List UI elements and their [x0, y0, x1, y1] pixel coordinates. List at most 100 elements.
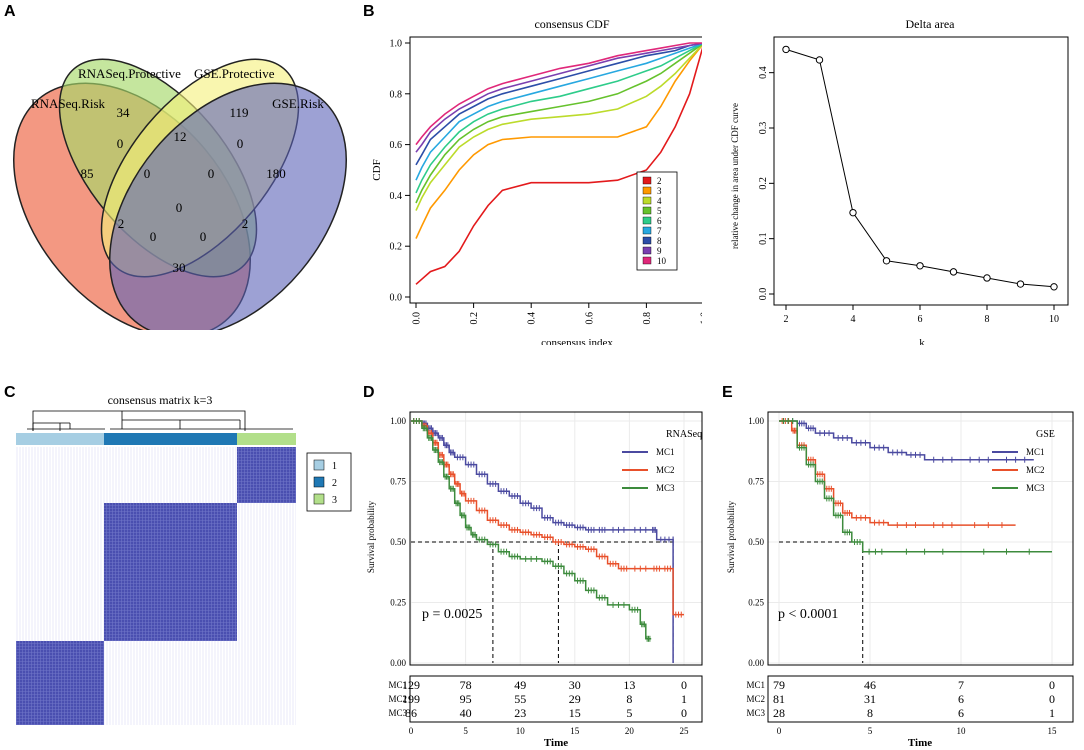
km-legend-title: RNASeq: [666, 429, 702, 440]
km-gse-chart: 0.00 0.25 0.50 0.75 1.00 Survival probabilit…: [726, 411, 1074, 749]
km-risk-value: 30: [569, 678, 581, 692]
cdf-legend-label: 2: [657, 176, 662, 186]
cdf-plot-frame: [409, 36, 702, 304]
cdf-x-tick-label: 0.6: [584, 312, 595, 325]
km-risk-row-label: MC2: [388, 694, 407, 704]
km-x-tick-label: 5: [868, 726, 873, 736]
panel-label-c: C: [4, 384, 16, 401]
km-x-tick-label: 10: [516, 726, 526, 736]
km-risk-value: 1: [681, 692, 687, 706]
km-risk-value: 31: [864, 692, 876, 706]
km-x-tick-label: 0: [409, 726, 414, 736]
delta-x-tick-label: 6: [918, 314, 923, 325]
heatmap-block-2: [104, 503, 237, 641]
venn-count: 34: [117, 105, 131, 120]
cdf-series-line: [415, 42, 702, 153]
delta-point: [983, 274, 991, 282]
venn-count: 0: [176, 200, 183, 215]
km-y-tick-label: 0.25: [748, 598, 764, 608]
km-risk-value: 0: [681, 678, 687, 692]
delta-y-tick-label: 0.2: [758, 177, 769, 190]
cdf-x-tick-label: 0.4: [527, 312, 538, 325]
cdf-series-line: [415, 44, 702, 239]
cdf-y-tick-label: 0.8: [390, 89, 403, 100]
venn-ellipse-gse-risk: [108, 82, 348, 330]
cdf-legend-swatch: [642, 226, 652, 235]
cdf-legend-swatch: [642, 206, 652, 215]
heatmap-legend-label: 1: [332, 461, 337, 472]
delta-point: [949, 268, 958, 276]
venn-set-label-rnaseq-protective: RNASeq.Protective: [78, 66, 181, 81]
delta-y-tick-label: 0.4: [758, 66, 769, 79]
km-risk-value: 0: [1049, 692, 1055, 706]
cdf-x-tick-label: 0.2: [469, 312, 480, 325]
km-x-tick-label: 15: [1048, 726, 1058, 736]
cdf-y-tick-label: 0.2: [390, 242, 403, 253]
cdf-series-line: [415, 43, 702, 194]
cdf-x-tick-label: 0.8: [642, 312, 653, 325]
venn-count: 180: [266, 166, 286, 181]
delta-point: [1016, 280, 1025, 288]
cdf-x-axis-label: consensus index: [541, 337, 613, 345]
heatmap-title: consensus matrix k=3: [108, 393, 213, 407]
venn-count: 2: [118, 216, 125, 231]
km-risk-value: 7: [958, 678, 964, 692]
km-x-tick-label: 0: [777, 726, 782, 736]
km-risk-value: 199: [402, 692, 420, 706]
km-rnaseq-curves: [411, 418, 684, 663]
heatmap-block-3: [237, 447, 296, 503]
cdf-y-ticks: 0.0 0.2 0.4 0.6 0.8 1.0: [390, 39, 410, 304]
venn-count: 2: [242, 216, 249, 231]
km-x-tick-label: 5: [463, 726, 468, 736]
km-gse-median-lines: [779, 541, 864, 663]
km-risk-table-frame: [767, 675, 1074, 723]
km-legend-title: GSE: [1036, 429, 1055, 440]
km-y-tick-label: 0.50: [748, 537, 764, 547]
km-risk-value: 129: [402, 678, 420, 692]
cdf-y-tick-label: 0.0: [390, 293, 403, 304]
km-risk-value: 5: [626, 706, 632, 720]
km-risk-value: 79: [773, 678, 785, 692]
cdf-legend-swatch: [642, 246, 652, 255]
km-gse-pvalue: p < 0.0001: [778, 607, 838, 622]
km-risk-value: 40: [460, 706, 472, 720]
delta-x-axis-label: k: [919, 337, 925, 345]
km-gse-y-axis-label: Survival probability: [726, 500, 736, 573]
km-risk-table-frame: [409, 675, 703, 723]
km-rnaseq-y-ticks: 0.00 0.25 0.50 0.75 1.00: [390, 416, 406, 668]
cdf-x-ticks: 0.0 0.2 0.4 0.6 0.8 1.0: [412, 303, 703, 325]
cdf-series-line: [415, 42, 702, 146]
delta-line: [782, 45, 1058, 291]
cdf-series-line: [415, 47, 702, 285]
cdf-legend-swatch: [642, 196, 652, 205]
km-legend-label: MC1: [1026, 447, 1045, 457]
heatmap-legend-label: 2: [332, 478, 337, 489]
km-risk-value: 23: [514, 706, 526, 720]
cdf-legend-label: 5: [657, 206, 662, 216]
cdf-legend-swatch: [642, 216, 652, 225]
cdf-y-axis-label: CDF: [371, 159, 383, 180]
km-x-tick-label: 15: [570, 726, 580, 736]
venn-count: 0: [237, 136, 244, 151]
delta-point: [916, 262, 924, 270]
heatmap-cluster-2-bar: [104, 433, 237, 445]
delta-y-axis-label: relative change in area under CDF curve: [730, 103, 740, 249]
panel-label-b: B: [363, 3, 375, 20]
heatmap-legend-swatch: [313, 476, 325, 488]
cdf-y-tick-label: 0.6: [390, 140, 403, 151]
cdf-x-tick-label: 1.0: [700, 312, 703, 325]
km-rnaseq-pvalue: p = 0.0025: [422, 607, 482, 622]
km-risk-row-label: MC1: [746, 680, 765, 690]
cdf-legend-swatch: [642, 176, 652, 185]
km-risk-value: 6: [958, 706, 964, 720]
km-y-tick-label: 0.50: [390, 537, 406, 547]
km-risk-value: 29: [569, 692, 581, 706]
heatmap-dendrogram: [27, 410, 293, 431]
delta-line-path: [785, 48, 1055, 288]
venn-count: 30: [173, 260, 186, 275]
venn-count: 0: [144, 166, 151, 181]
km-risk-value: 86: [405, 706, 417, 720]
heatmap-legend-swatch: [313, 459, 325, 471]
